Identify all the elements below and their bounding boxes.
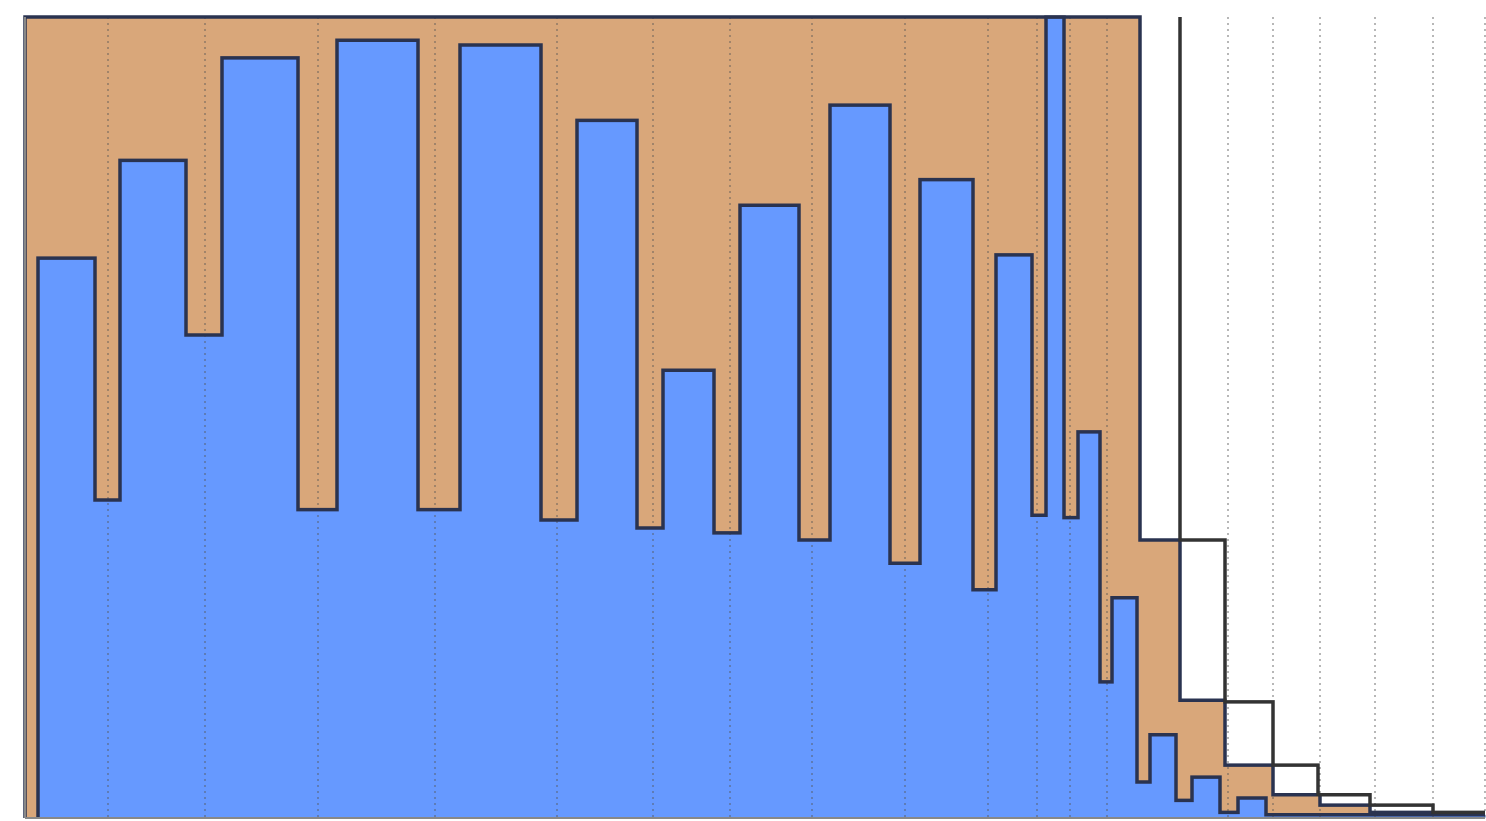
bar <box>1100 681 1113 818</box>
bar <box>1064 517 1079 818</box>
bar <box>637 528 664 818</box>
bar <box>799 540 831 818</box>
bar <box>337 40 419 818</box>
bar <box>577 120 638 819</box>
step-outline <box>36 15 1485 818</box>
step-outline <box>1178 17 1485 815</box>
bar <box>973 589 997 818</box>
bar <box>38 258 96 818</box>
bar <box>1220 812 1239 818</box>
bar <box>541 520 578 818</box>
bar <box>418 509 461 818</box>
bar <box>1046 17 1065 818</box>
bar <box>714 532 741 818</box>
bar <box>460 45 542 819</box>
bar <box>186 334 223 818</box>
bar <box>1273 794 1321 818</box>
bar <box>1176 800 1193 818</box>
bar <box>996 254 1033 819</box>
bar <box>1192 777 1221 818</box>
bar <box>120 160 187 818</box>
bar <box>830 105 891 819</box>
bar <box>222 57 299 818</box>
bar <box>920 179 974 818</box>
bar <box>1032 515 1047 818</box>
bar <box>663 370 715 818</box>
bar <box>740 205 800 819</box>
bar <box>1078 431 1101 818</box>
bar <box>298 509 338 818</box>
bar <box>1150 734 1177 818</box>
bar <box>1112 597 1138 818</box>
bar <box>1137 781 1151 818</box>
bar <box>1238 797 1267 818</box>
